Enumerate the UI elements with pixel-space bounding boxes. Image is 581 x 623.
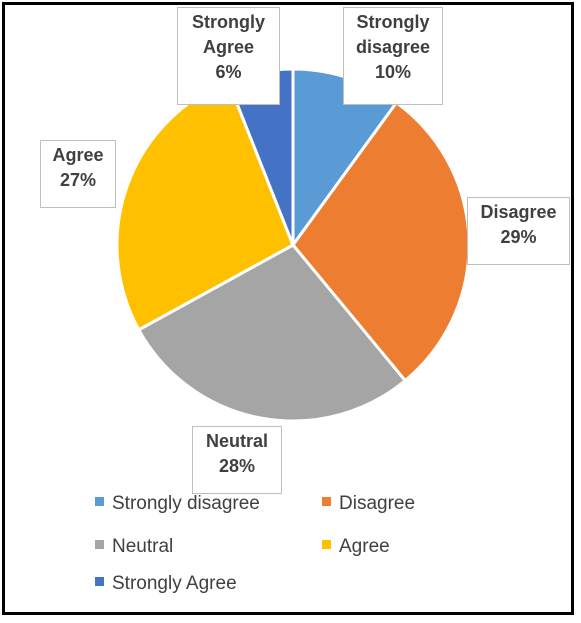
legend-swatch-strongly-agree bbox=[95, 577, 104, 587]
callout-strongly-disagree-name: Strongly disagree bbox=[355, 12, 431, 57]
legend-swatch-disagree bbox=[322, 497, 331, 507]
legend-item-agree: Agree bbox=[322, 535, 390, 559]
legend-label-strongly-disagree: Strongly disagree bbox=[112, 493, 260, 514]
callout-agree: Agree 27% bbox=[40, 140, 116, 208]
callout-disagree-value: 29% bbox=[500, 227, 537, 247]
legend-item-strongly-agree: Strongly Agree bbox=[95, 572, 237, 596]
legend-swatch-agree bbox=[322, 540, 331, 550]
callout-agree-name: Agree bbox=[52, 145, 104, 165]
legend-swatch-neutral bbox=[95, 540, 104, 550]
pie-slice-neutral bbox=[137, 243, 407, 423]
callout-neutral-name: Neutral bbox=[205, 431, 268, 451]
callout-strongly-disagree: Strongly disagree 10% bbox=[343, 7, 443, 105]
legend-label-neutral: Neutral bbox=[112, 536, 174, 557]
legend-label-agree: Agree bbox=[339, 536, 390, 557]
legend-item-disagree: Disagree bbox=[322, 492, 415, 516]
legend-swatch-strongly-disagree bbox=[95, 497, 104, 507]
callout-disagree-name: Disagree bbox=[480, 202, 557, 222]
legend-label-strongly-agree: Strongly Agree bbox=[112, 573, 237, 594]
callout-strongly-agree-name: Strongly Agree bbox=[191, 12, 265, 57]
callout-disagree: Disagree 29% bbox=[467, 197, 570, 265]
legend-label-disagree: Disagree bbox=[339, 493, 416, 514]
callout-strongly-disagree-value: 10% bbox=[374, 62, 412, 82]
callout-strongly-agree: Strongly Agree 6% bbox=[177, 7, 280, 105]
callout-neutral: Neutral 28% bbox=[192, 426, 282, 494]
callout-neutral-value: 28% bbox=[218, 456, 256, 476]
legend-item-neutral: Neutral bbox=[95, 535, 173, 559]
legend-item-strongly-disagree: Strongly disagree bbox=[95, 492, 260, 516]
callout-agree-value: 27% bbox=[59, 170, 97, 190]
callout-strongly-agree-value: 6% bbox=[215, 62, 242, 82]
